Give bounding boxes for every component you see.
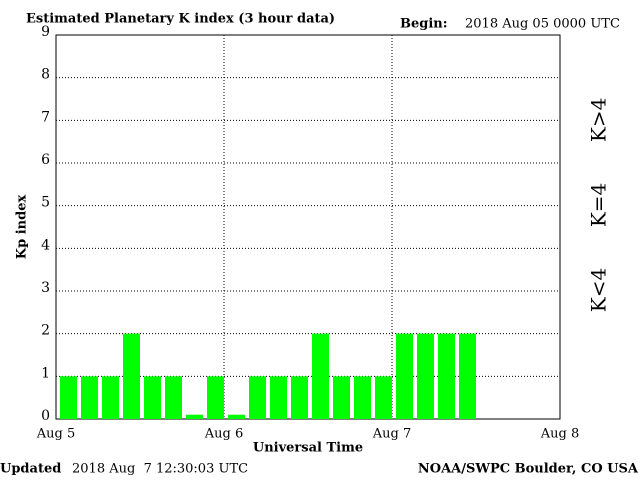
bar xyxy=(396,333,413,419)
y-tick-label: 8 xyxy=(41,67,50,83)
chart-title: Estimated Planetary K index (3 hour data… xyxy=(26,12,335,27)
y-tick-label: 3 xyxy=(41,280,50,296)
begin-value: 2018 Aug 05 0000 UTC xyxy=(465,17,620,32)
y-tick-label: 9 xyxy=(41,24,50,40)
bar xyxy=(228,414,245,419)
updated-value: 2018 Aug 7 12:30:03 UTC xyxy=(72,462,248,477)
y-tick-label: 2 xyxy=(41,323,50,339)
bar xyxy=(459,333,476,419)
x-tick-label: Aug 6 xyxy=(204,427,244,442)
bar xyxy=(417,333,434,419)
updated-label: Updated xyxy=(0,462,61,477)
legend-entry: K=4 xyxy=(587,183,611,227)
bar xyxy=(144,376,161,419)
bar xyxy=(186,414,203,419)
y-tick-label: 5 xyxy=(41,195,50,211)
bar xyxy=(354,376,371,419)
bar xyxy=(375,376,392,419)
bar xyxy=(312,333,329,419)
x-tick-label: Aug 8 xyxy=(540,427,580,442)
bar xyxy=(207,376,224,419)
x-axis-label: Universal Time xyxy=(253,441,363,456)
bar xyxy=(438,333,455,419)
bar xyxy=(81,376,98,419)
bar xyxy=(102,376,119,419)
y-tick-label: 6 xyxy=(41,152,50,168)
y-tick-label: 1 xyxy=(41,365,50,381)
begin-label: Begin: xyxy=(400,17,448,32)
bar xyxy=(333,376,350,419)
bar xyxy=(123,333,140,419)
bar xyxy=(249,376,266,419)
y-tick-label: 4 xyxy=(41,237,50,253)
bar xyxy=(165,376,182,419)
y-axis-label: Kp index xyxy=(15,195,30,260)
bar xyxy=(270,376,287,419)
bar xyxy=(291,376,308,419)
y-tick-label: 7 xyxy=(41,109,50,125)
x-tick-label: Aug 7 xyxy=(372,427,412,442)
credit: NOAA/SWPC Boulder, CO USA xyxy=(418,462,639,477)
x-tick-label: Aug 5 xyxy=(36,427,76,442)
y-tick-label: 0 xyxy=(41,408,50,424)
bar xyxy=(60,376,77,419)
legend-entry: K>4 xyxy=(587,98,611,142)
legend-entry: K<4 xyxy=(587,268,611,312)
